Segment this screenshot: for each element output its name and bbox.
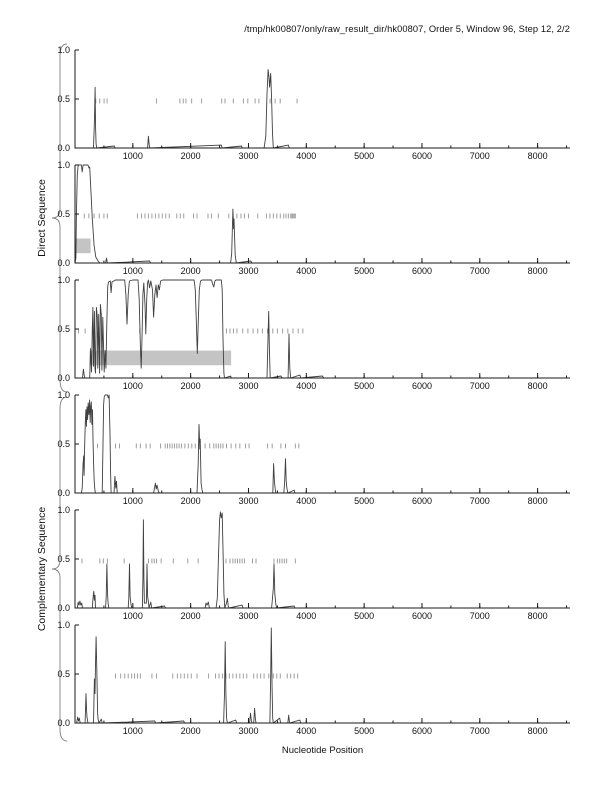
brace <box>51 396 68 742</box>
probability-curve-complementary-3 <box>75 627 567 724</box>
x-tick-label: 6000 <box>412 381 432 391</box>
panel-direct-2: 1.0 0.5 0.0 1000 2000 3000 4000 5000 6000 7000 800… <box>57 160 570 276</box>
x-tick-label: 2000 <box>181 151 201 161</box>
axes-complementary-2 <box>74 509 570 609</box>
panel-complementary-2: 1.0 0.5 0.0 1000 2000 3000 4000 5000 6000 7000 800… <box>57 505 570 621</box>
y-tick-label: 1.0 <box>57 275 70 285</box>
x-axis-title: Nucleotide Position <box>281 745 364 756</box>
x-tick-label: 3000 <box>238 496 258 506</box>
panel-direct-3: 1.0 0.5 0.0 1000 2000 3000 4000 5000 6000 7000 800… <box>57 275 570 391</box>
y-tick-label: 0.0 <box>57 488 70 498</box>
y-tick-label: 0.0 <box>57 258 70 268</box>
plot-title: /tmp/hk00807/only/raw_result_dir/hk00807… <box>244 24 570 34</box>
x-tick-label: 1000 <box>123 381 143 391</box>
highlight-region-direct-3 <box>89 350 232 366</box>
y-tick-label: 0.0 <box>57 718 70 728</box>
y-tick-label: 0.5 <box>57 94 70 104</box>
codon-markers-direct-1 <box>95 98 298 104</box>
brace <box>51 43 68 393</box>
axes-complementary-1 <box>74 394 570 494</box>
x-tick-label: 7000 <box>470 611 490 621</box>
x-tick-label: 2000 <box>181 611 201 621</box>
y-tick-label: 1.0 <box>57 45 70 55</box>
x-tick-label: 8000 <box>528 266 548 276</box>
probability-curve-complementary-1 <box>75 394 567 494</box>
axes-direct-2 <box>74 164 570 264</box>
probability-curve-direct-3 <box>75 279 567 379</box>
y-tick-label: 0.5 <box>57 554 70 564</box>
x-tick-label: 8000 <box>528 496 548 506</box>
x-tick-label: 5000 <box>354 151 374 161</box>
x-tick-label: 3000 <box>238 266 258 276</box>
x-tick-label: 4000 <box>296 266 316 276</box>
x-tick-label: 2000 <box>181 381 201 391</box>
x-tick-label: 7000 <box>470 381 490 391</box>
x-tick-label: 8000 <box>528 381 548 391</box>
x-tick-label: 5000 <box>354 611 374 621</box>
x-tick-label: 2000 <box>181 726 201 736</box>
x-tick-label: 5000 <box>354 381 374 391</box>
x-tick-label: 1000 <box>123 726 143 736</box>
x-tick-label: 6000 <box>412 611 432 621</box>
codon-markers-direct-3 <box>77 328 304 334</box>
x-tick-label: 4000 <box>296 151 316 161</box>
x-tick-label: 4000 <box>296 381 316 391</box>
x-tick-label: 5000 <box>354 496 374 506</box>
x-tick-label: 6000 <box>412 151 432 161</box>
y-tick-label: 0.5 <box>57 439 70 449</box>
x-tick-label: 5000 <box>354 266 374 276</box>
x-tick-label: 6000 <box>412 496 432 506</box>
x-tick-label: 6000 <box>412 726 432 736</box>
group-braces <box>51 43 68 742</box>
x-tick-label: 7000 <box>470 151 490 161</box>
x-tick-label: 8000 <box>528 611 548 621</box>
codon-markers-direct-2 <box>83 213 296 219</box>
y-tick-label: 1.0 <box>57 505 70 515</box>
x-tick-label: 1000 <box>123 266 143 276</box>
x-tick-label: 7000 <box>470 496 490 506</box>
panel-complementary-1: 1.0 0.5 0.0 1000 2000 3000 4000 5000 6000 7000 800… <box>57 390 570 506</box>
probability-curve-direct-2 <box>74 164 567 264</box>
x-tick-label: 2000 <box>181 266 201 276</box>
x-tick-label: 3000 <box>238 611 258 621</box>
codon-markers-complementary-2 <box>81 558 296 564</box>
axes-complementary-3 <box>74 624 570 724</box>
y-tick-label: 0.0 <box>57 373 70 383</box>
axes-direct-3 <box>74 279 570 379</box>
probability-curve-direct-1 <box>75 69 567 149</box>
panel-complementary-3: 1.0 0.5 0.0 1000 2000 3000 4000 5000 6000 7000 800… <box>57 620 570 736</box>
x-tick-label: 7000 <box>470 266 490 276</box>
x-tick-label: 5000 <box>354 726 374 736</box>
x-tick-label: 3000 <box>238 726 258 736</box>
x-tick-label: 1000 <box>123 496 143 506</box>
y-tick-label: 0.5 <box>57 669 70 679</box>
x-tick-label: 8000 <box>528 726 548 736</box>
y-tick-label: 0.5 <box>57 209 70 219</box>
x-tick-label: 4000 <box>296 611 316 621</box>
y-tick-label: 1.0 <box>57 620 70 630</box>
y-tick-label: 0.0 <box>57 603 70 613</box>
y-tick-label: 0.0 <box>57 143 70 153</box>
highlight-region-direct-2 <box>75 238 91 254</box>
x-tick-label: 1000 <box>123 151 143 161</box>
x-tick-label: 2000 <box>181 496 201 506</box>
x-tick-label: 4000 <box>296 496 316 506</box>
x-tick-label: 7000 <box>470 726 490 736</box>
x-tick-label: 4000 <box>296 726 316 736</box>
y-tick-label: 0.5 <box>57 324 70 334</box>
x-tick-label: 8000 <box>528 151 548 161</box>
panel-direct-1: 1.0 0.5 0.0 1000 2000 3000 4000 5000 6000 7000 800… <box>57 45 570 161</box>
axes-direct-1 <box>74 49 570 149</box>
codon-markers-complementary-3 <box>114 673 299 679</box>
x-tick-label: 1000 <box>123 611 143 621</box>
x-tick-label: 6000 <box>412 266 432 276</box>
x-tick-label: 3000 <box>238 381 258 391</box>
x-tick-label: 3000 <box>238 151 258 161</box>
y-tick-label: 1.0 <box>57 160 70 170</box>
codon-markers-complementary-1 <box>97 443 300 449</box>
y-tick-label: 1.0 <box>57 390 70 400</box>
